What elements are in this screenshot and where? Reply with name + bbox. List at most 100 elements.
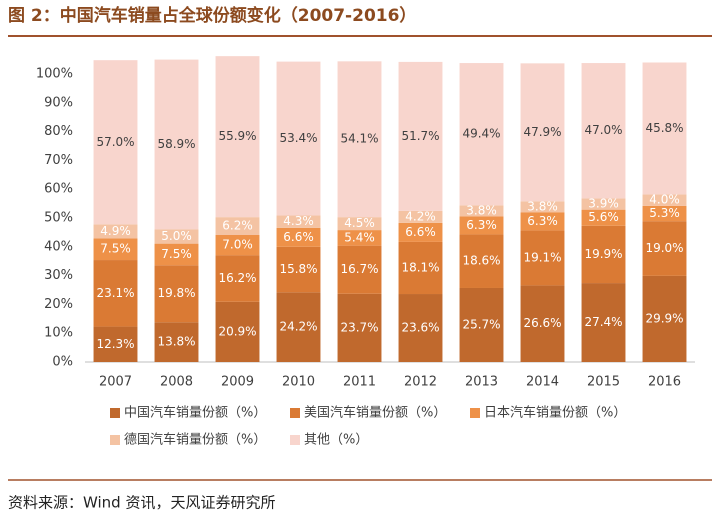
legend-swatch [110, 435, 120, 445]
bar-segment [215, 56, 260, 218]
y-tick-label: 70% [44, 153, 73, 168]
value-label: 20.9% [218, 324, 256, 338]
legend-swatch [290, 435, 300, 445]
bar-segment [93, 224, 138, 239]
bar-segment [642, 205, 687, 222]
bar-segment [337, 293, 382, 362]
bar-segment [337, 245, 382, 294]
value-label: 6.3% [527, 214, 558, 228]
bar-segment [154, 229, 199, 244]
x-tick-label: 2014 [526, 375, 559, 390]
value-label: 47.0% [584, 123, 622, 137]
value-label: 12.3% [96, 337, 134, 351]
bar-segment [215, 234, 260, 256]
value-label: 5.3% [649, 206, 680, 220]
y-tick-label: 80% [44, 124, 73, 139]
y-tick-label: 90% [44, 95, 73, 110]
bar-segment [215, 217, 260, 235]
bar-segment [398, 241, 443, 295]
y-tick-label: 40% [44, 239, 73, 254]
bar-segment [398, 61, 443, 211]
bar-segment [459, 205, 504, 217]
bar-segment [337, 217, 382, 231]
x-tick-label: 2015 [587, 375, 620, 390]
bar-segment [337, 230, 382, 246]
bar-segment [276, 215, 321, 228]
value-label: 53.4% [279, 131, 317, 145]
legend-label: 美国汽车销量份额（%） [304, 405, 446, 421]
x-tick-label: 2007 [99, 375, 132, 390]
value-label: 4.5% [344, 216, 375, 230]
value-label: 4.3% [283, 214, 314, 228]
bar-segment [520, 212, 565, 231]
bar-segment [520, 230, 565, 286]
value-label: 25.7% [462, 317, 500, 331]
value-label: 13.8% [157, 335, 195, 349]
y-tick-label: 0% [52, 355, 73, 370]
x-tick-label: 2012 [404, 375, 437, 390]
value-label: 57.0% [96, 135, 134, 149]
bar-segment [154, 265, 199, 323]
y-tick-label: 100% [36, 67, 73, 82]
y-tick-label: 10% [44, 326, 73, 341]
value-label: 19.9% [584, 247, 622, 261]
legend-label: 其他（%） [304, 433, 368, 448]
bar-segment [459, 234, 504, 288]
x-tick-label: 2009 [221, 375, 254, 390]
bar-segment [93, 326, 138, 362]
value-label: 7.0% [222, 238, 253, 252]
bar-segment [276, 246, 321, 293]
value-label: 7.5% [100, 242, 131, 256]
value-label: 16.7% [340, 262, 378, 276]
value-label: 27.4% [584, 315, 622, 329]
value-label: 24.2% [279, 320, 317, 334]
value-label: 3.8% [527, 199, 558, 213]
value-label: 16.2% [218, 271, 256, 285]
value-label: 49.4% [462, 127, 500, 141]
value-label: 54.1% [340, 132, 378, 146]
value-label: 45.8% [645, 121, 683, 135]
x-tick-label: 2016 [648, 375, 681, 390]
value-label: 55.9% [218, 129, 256, 143]
y-tick-label: 30% [44, 268, 73, 283]
value-label: 47.9% [523, 125, 561, 139]
bar-segment [398, 210, 443, 223]
bar-segment [276, 61, 321, 216]
value-label: 19.8% [157, 286, 195, 300]
value-label: 6.6% [405, 225, 436, 239]
value-label: 3.9% [588, 197, 619, 211]
value-label: 3.8% [466, 203, 497, 217]
value-label: 15.8% [279, 262, 317, 276]
value-label: 18.6% [462, 254, 500, 268]
value-label: 5.6% [588, 210, 619, 224]
value-label: 5.0% [161, 229, 192, 243]
bar-segment [215, 301, 260, 362]
bar-segment [520, 63, 565, 202]
value-label: 51.7% [401, 129, 439, 143]
bar-segment [215, 255, 260, 302]
bar-segment [642, 221, 687, 276]
value-label: 7.5% [161, 247, 192, 261]
value-label: 19.1% [523, 250, 561, 264]
value-label: 6.2% [222, 219, 253, 233]
value-label: 23.6% [401, 321, 439, 335]
value-label: 4.2% [405, 209, 436, 223]
y-tick-label: 50% [44, 211, 73, 226]
value-label: 23.1% [96, 286, 134, 300]
bar-segment [154, 243, 199, 266]
value-label: 58.9% [157, 137, 195, 151]
bar-segment [520, 285, 565, 362]
value-label: 5.4% [344, 230, 375, 244]
bar-segment [398, 294, 443, 362]
bar-segment [642, 62, 687, 195]
legend-label: 中国汽车销量份额（%） [124, 405, 266, 421]
bar-segment [520, 201, 565, 213]
legend-label: 日本汽车销量份额（%） [484, 405, 626, 421]
legend-label: 德国汽车销量份额（%） [124, 432, 266, 448]
bar-segment [276, 227, 321, 247]
bar-segment [93, 60, 138, 225]
bar-segment [154, 59, 199, 230]
bar-segment [154, 322, 199, 362]
value-label: 6.6% [283, 230, 314, 244]
